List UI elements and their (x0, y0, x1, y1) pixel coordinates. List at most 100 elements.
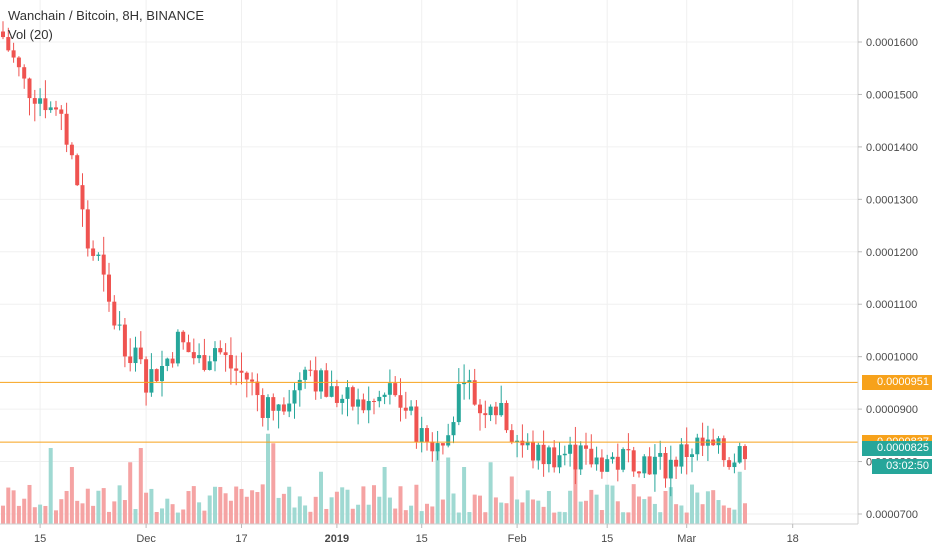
volume-bar (658, 512, 663, 524)
volume-bar (562, 512, 567, 524)
candle-body (493, 406, 498, 416)
volume-bar (430, 506, 435, 524)
candle-body (234, 368, 239, 371)
volume-bar (621, 512, 626, 524)
volume-bar (743, 503, 747, 524)
candle-body (446, 435, 451, 446)
volume-bar (488, 462, 493, 524)
candle-body (732, 462, 737, 468)
candle-body (414, 406, 419, 443)
volume-bar (69, 467, 74, 524)
volume-bar (22, 498, 27, 524)
volume-bar (170, 504, 175, 524)
volume-bar (255, 492, 260, 524)
volume-bar (175, 512, 180, 524)
volume-bar (32, 507, 37, 524)
volume-bar (223, 493, 228, 524)
volume-bar (165, 498, 170, 524)
candle-body (690, 454, 694, 457)
volume-bar (414, 484, 419, 524)
price-tick-label: 0.0001300 (866, 194, 918, 206)
candle-body (403, 407, 408, 411)
candle-body (319, 370, 323, 392)
volume-bars (1, 433, 747, 524)
candle-body (430, 441, 435, 452)
volume-bar (594, 494, 599, 524)
candle-body (138, 347, 143, 360)
volume-bar (589, 489, 594, 524)
volume-bar (281, 493, 286, 524)
time-tick-label: 15 (416, 533, 428, 545)
volume-bar (308, 511, 313, 524)
grid-lines (0, 0, 858, 524)
bar-countdown-tag: 03:02:50 (872, 459, 932, 475)
candles (1, 21, 747, 497)
candle-body (737, 446, 742, 463)
volume-bar (154, 512, 159, 524)
volume-bar (377, 496, 382, 524)
volume-bar (409, 505, 414, 524)
volume-bar (181, 509, 186, 524)
candle-body (562, 453, 567, 456)
candle-body (599, 457, 604, 472)
candle-body (38, 98, 43, 104)
volume-bar (552, 512, 557, 524)
volume-bar (260, 484, 265, 524)
candle-body (197, 355, 202, 359)
volume-bar (446, 457, 451, 524)
volume-bar (541, 506, 546, 524)
volume-bar (631, 484, 636, 524)
candle-body (122, 324, 127, 357)
volume-bar (80, 503, 85, 524)
candle-body (483, 413, 488, 416)
candle-body (329, 386, 334, 397)
volume-bar (313, 496, 318, 524)
volume-bar (435, 443, 440, 524)
candle-body (228, 355, 233, 369)
volume-bar (54, 510, 58, 524)
volume-bar (578, 501, 583, 524)
candle-body (509, 430, 514, 443)
candle-body (546, 447, 551, 465)
candle-body (64, 113, 69, 145)
candle-body (223, 352, 228, 356)
volume-bar (599, 510, 604, 524)
volume-bar (218, 486, 223, 524)
candle-body (292, 390, 297, 404)
volume-bar (674, 504, 679, 524)
volume-bar (509, 476, 514, 524)
candle-body (531, 441, 535, 461)
candle-body (281, 404, 286, 412)
candle-body (536, 444, 541, 461)
candle-body (372, 400, 376, 402)
volume-bar (27, 484, 32, 524)
volume-bar (356, 504, 361, 524)
candle-body (218, 348, 223, 353)
volume-bar (440, 499, 445, 524)
candle-body (419, 428, 424, 443)
candle-body (382, 394, 387, 397)
volume-bar (340, 487, 345, 524)
candle-body (75, 155, 80, 186)
candle-body (32, 98, 37, 104)
volume-bar (350, 508, 355, 524)
volume-bar (11, 490, 16, 524)
candle-body (287, 403, 292, 412)
chart-title: Wanchain / Bitcoin, 8H, BINANCE (8, 8, 205, 23)
volume-bar (573, 457, 578, 524)
volume-bar (133, 509, 138, 524)
price-tick-label: 0.0001600 (866, 37, 918, 49)
candle-body (361, 399, 366, 411)
candle-body (525, 441, 530, 446)
candle-body (557, 455, 562, 468)
candle-body (674, 459, 679, 467)
candle-body (160, 365, 164, 382)
volume-bar (483, 512, 488, 524)
candle-body (552, 447, 557, 468)
candle-body (128, 356, 133, 364)
price-tick-label: 0.0001000 (866, 352, 918, 364)
candle-body (59, 109, 64, 114)
volume-bar (419, 511, 424, 524)
time-axis: 15 Dec 17 2019 15 Feb 15 Mar 18 (34, 524, 799, 545)
